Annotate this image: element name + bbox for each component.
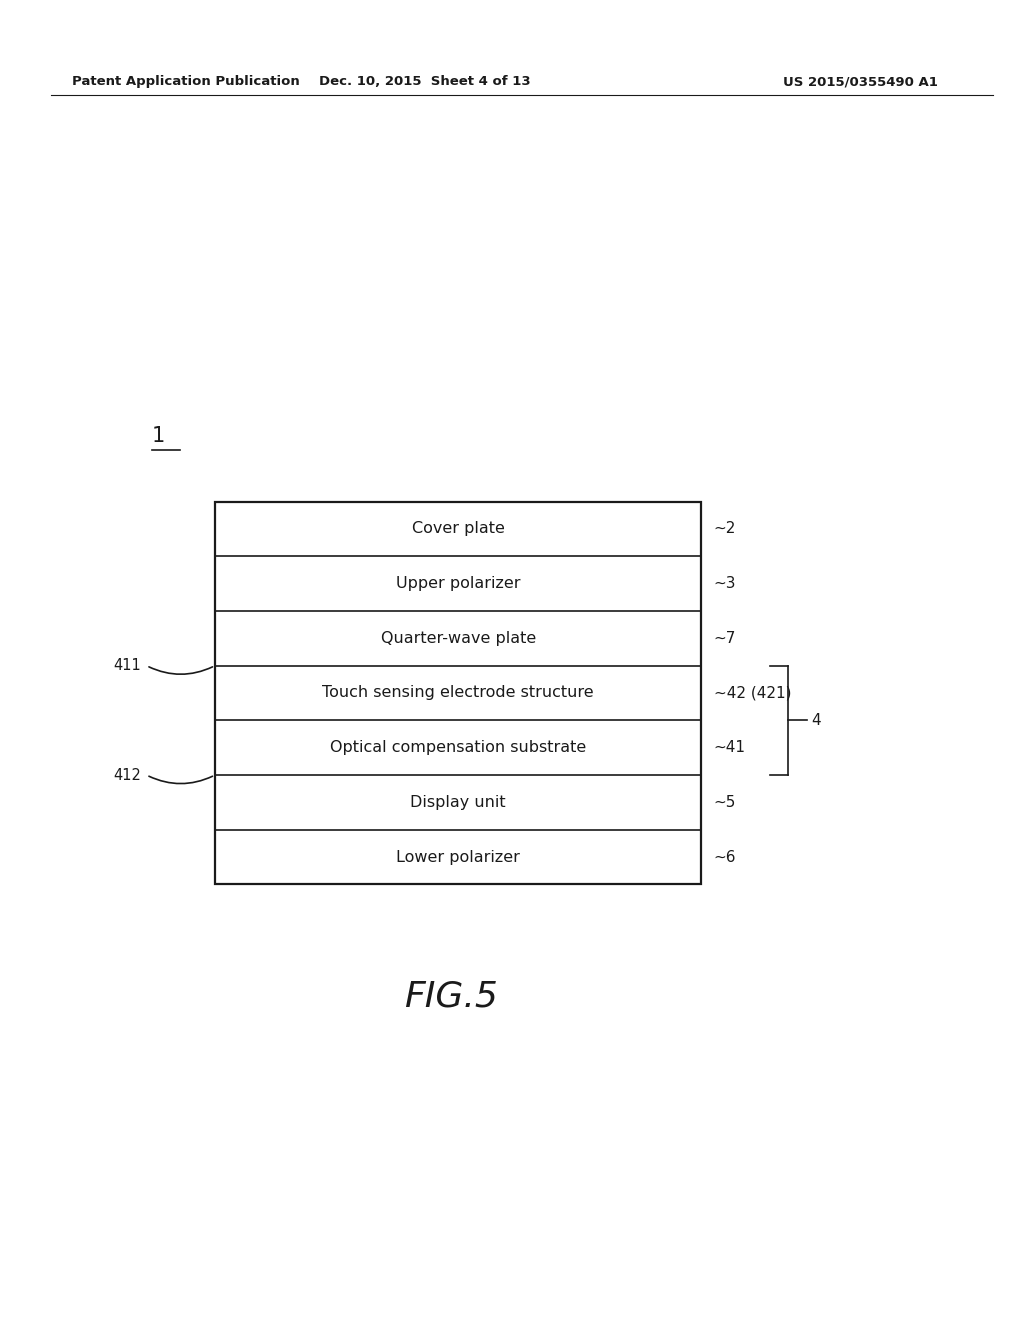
- Text: Lower polarizer: Lower polarizer: [396, 850, 520, 865]
- Text: 412: 412: [114, 767, 141, 783]
- Text: Upper polarizer: Upper polarizer: [396, 576, 520, 591]
- Bar: [215, 502, 701, 884]
- Text: 1: 1: [152, 426, 165, 446]
- Text: Patent Application Publication: Patent Application Publication: [72, 75, 299, 88]
- Text: Dec. 10, 2015  Sheet 4 of 13: Dec. 10, 2015 Sheet 4 of 13: [319, 75, 530, 88]
- Text: ∼41: ∼41: [714, 741, 745, 755]
- Text: Quarter-wave plate: Quarter-wave plate: [381, 631, 536, 645]
- Text: US 2015/0355490 A1: US 2015/0355490 A1: [782, 75, 938, 88]
- Text: ∼6: ∼6: [714, 850, 736, 865]
- Text: ∼7: ∼7: [714, 631, 736, 645]
- Text: ∼5: ∼5: [714, 795, 736, 810]
- Text: ∼42 (421): ∼42 (421): [714, 685, 792, 701]
- Text: Display unit: Display unit: [411, 795, 506, 810]
- Text: 4: 4: [811, 713, 820, 727]
- Text: ∼2: ∼2: [714, 521, 736, 536]
- Text: Cover plate: Cover plate: [412, 521, 505, 536]
- Text: FIG.5: FIG.5: [403, 979, 498, 1014]
- Text: Optical compensation substrate: Optical compensation substrate: [330, 741, 587, 755]
- Text: 411: 411: [114, 659, 141, 673]
- Text: ∼3: ∼3: [714, 576, 736, 591]
- Text: Touch sensing electrode structure: Touch sensing electrode structure: [323, 685, 594, 701]
